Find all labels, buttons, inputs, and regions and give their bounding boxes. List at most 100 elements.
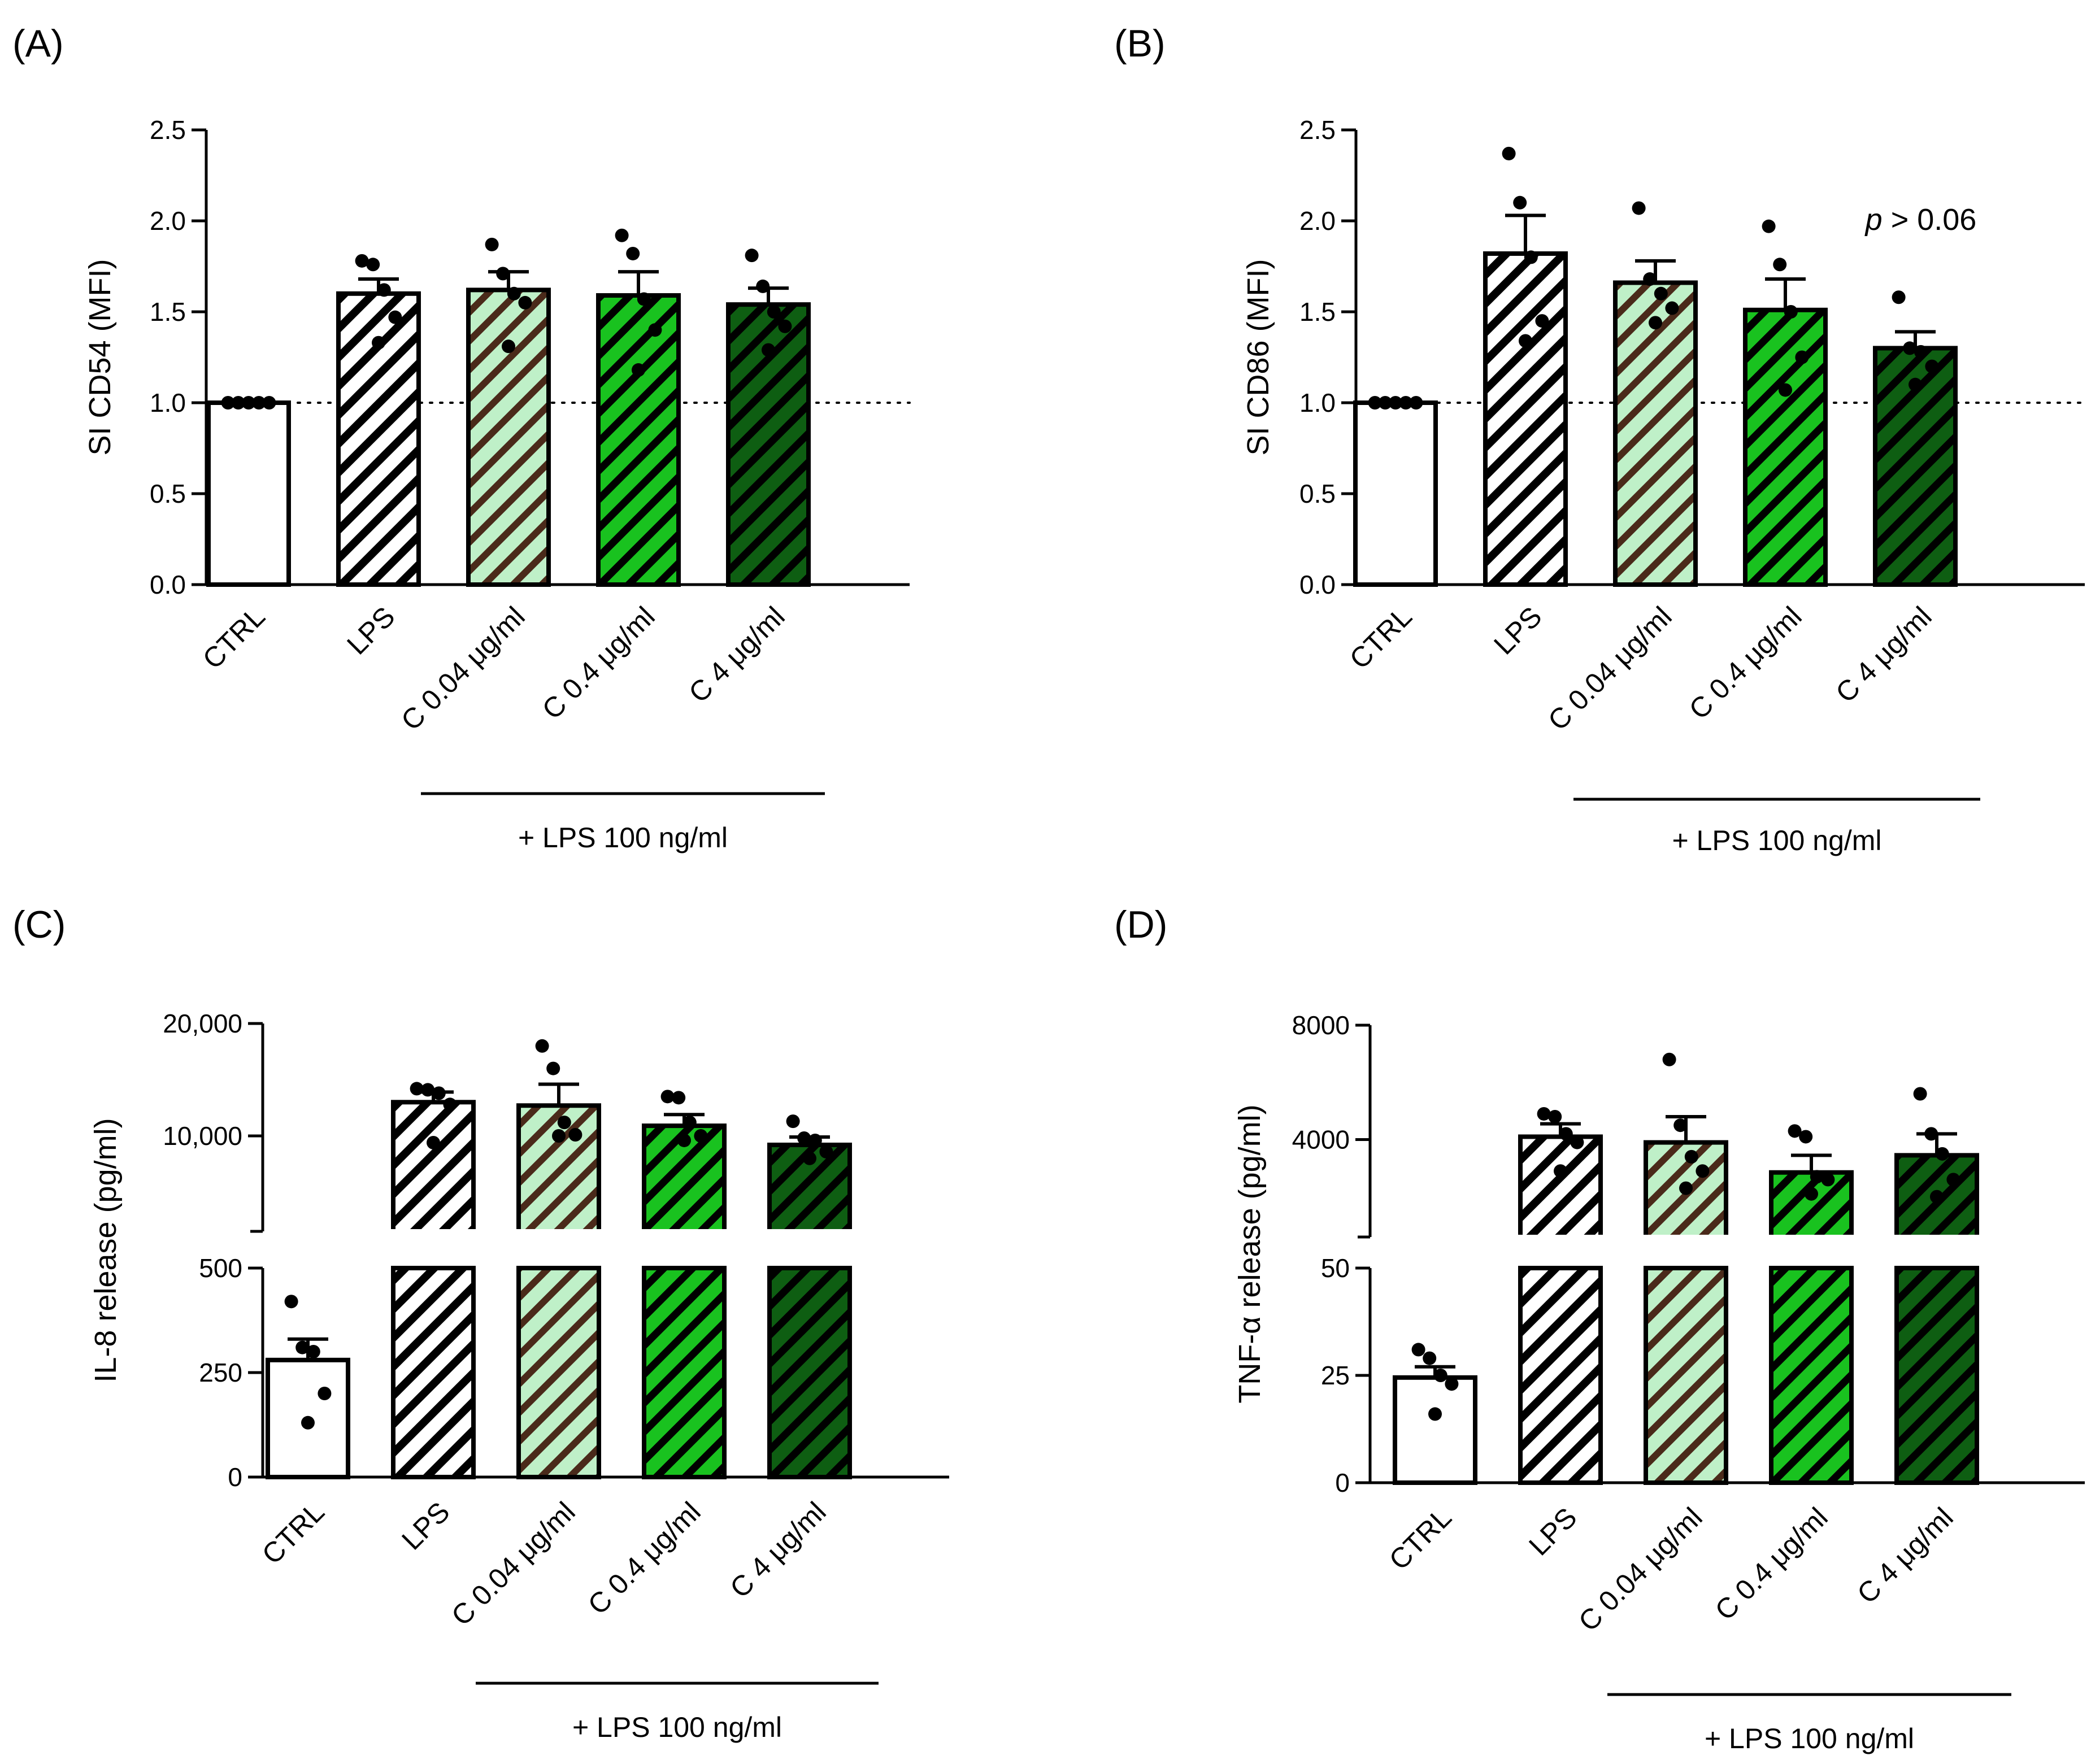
bar-lower-segment bbox=[1769, 1266, 1854, 1485]
bar bbox=[1613, 280, 1698, 587]
y-tick-label: 1.0 bbox=[150, 388, 186, 417]
data-point bbox=[262, 396, 276, 410]
data-point bbox=[1570, 1135, 1584, 1149]
bar-lower-segment bbox=[767, 1266, 852, 1479]
category-label: LPS bbox=[1523, 1501, 1583, 1561]
y-tick-label: 2.5 bbox=[150, 115, 186, 145]
data-point bbox=[778, 319, 792, 333]
data-point bbox=[1428, 1407, 1442, 1421]
data-point bbox=[1519, 334, 1532, 348]
data-point bbox=[1779, 383, 1792, 397]
data-point bbox=[1795, 350, 1809, 364]
data-point bbox=[786, 1114, 800, 1129]
y-tick-label: 50 bbox=[1321, 1253, 1350, 1283]
data-point bbox=[1654, 286, 1668, 300]
data-point bbox=[301, 1415, 315, 1430]
data-point bbox=[1892, 290, 1906, 304]
bar-lower-segment bbox=[1894, 1266, 1979, 1485]
bar-upper-segment bbox=[391, 1100, 476, 1234]
bar-lower-segment bbox=[642, 1266, 727, 1479]
y-tick-label: 0.0 bbox=[150, 570, 186, 599]
data-point bbox=[1810, 1170, 1824, 1184]
bar-break-cover bbox=[766, 1229, 853, 1235]
data-point bbox=[557, 1116, 571, 1130]
bar-break-cover bbox=[1768, 1235, 1855, 1240]
category-label: LPS bbox=[395, 1496, 455, 1556]
data-point bbox=[1643, 272, 1657, 286]
data-point bbox=[1535, 314, 1549, 328]
data-point bbox=[694, 1129, 708, 1143]
category-label: C 4 μg/ml bbox=[724, 1496, 832, 1604]
bar-break-cover bbox=[1893, 1235, 1980, 1240]
data-point bbox=[1946, 1173, 1960, 1187]
y-tick-label: 25 bbox=[1321, 1361, 1350, 1390]
data-point bbox=[1524, 250, 1538, 264]
category-label: CTRL bbox=[1383, 1501, 1458, 1576]
data-point bbox=[1554, 1164, 1567, 1178]
data-point bbox=[819, 1144, 833, 1158]
data-point bbox=[677, 1133, 691, 1147]
panel-d-label: (D) bbox=[1114, 903, 1167, 946]
data-point bbox=[518, 295, 532, 310]
bar-break-cover bbox=[515, 1229, 602, 1235]
data-point bbox=[1537, 1107, 1551, 1121]
data-point bbox=[1409, 396, 1423, 410]
panel-c-label: (C) bbox=[12, 903, 66, 946]
data-point bbox=[660, 1090, 675, 1104]
data-point bbox=[1502, 146, 1516, 160]
data-point bbox=[808, 1133, 822, 1147]
category-label: C 0.4 μg/ml bbox=[1683, 600, 1808, 725]
data-point bbox=[1903, 341, 1917, 355]
data-point bbox=[1684, 1149, 1698, 1164]
data-point bbox=[372, 336, 385, 350]
bar-break-cover bbox=[390, 1229, 477, 1235]
data-point bbox=[1799, 1130, 1813, 1144]
data-point bbox=[1513, 195, 1527, 210]
y-tick-label: 0.5 bbox=[1299, 479, 1336, 508]
data-point bbox=[546, 1061, 560, 1075]
data-point bbox=[1924, 1127, 1938, 1141]
y-tick-label: 1.5 bbox=[1299, 297, 1336, 326]
category-label: C 4 μg/ml bbox=[1851, 1501, 1959, 1610]
y-tick-label: 4000 bbox=[1292, 1125, 1350, 1155]
y-tick-label: 2.0 bbox=[1299, 206, 1336, 236]
data-point bbox=[762, 343, 775, 357]
category-label: LPS bbox=[1488, 600, 1547, 660]
data-point bbox=[421, 1083, 435, 1097]
data-point bbox=[1784, 305, 1798, 319]
category-label: C 0.04 μg/ml bbox=[1542, 600, 1678, 737]
data-point bbox=[1665, 301, 1679, 315]
data-point bbox=[485, 237, 499, 251]
bar-upper-segment bbox=[1518, 1134, 1603, 1239]
y-tick-label: 2.5 bbox=[1299, 115, 1336, 145]
data-point bbox=[410, 1082, 424, 1096]
bar-break-cover bbox=[641, 1229, 728, 1235]
data-point bbox=[432, 1086, 446, 1100]
y-tick-label: 1.5 bbox=[150, 297, 186, 326]
y-tick-label: 1.0 bbox=[1299, 388, 1336, 417]
data-point bbox=[552, 1129, 566, 1143]
bar bbox=[1393, 1375, 1477, 1486]
data-point bbox=[1548, 1110, 1562, 1123]
data-point bbox=[284, 1295, 298, 1309]
y-tick-label: 8000 bbox=[1292, 1011, 1350, 1040]
data-point bbox=[1805, 1187, 1818, 1201]
panel-a: (A) 0.0 0.5 1.0 1.5 2.0 2.5 SI CD54 (MFI) CTRL L… bbox=[12, 22, 911, 853]
data-point bbox=[1762, 219, 1776, 233]
category-label: C 0.4 μg/ml bbox=[1709, 1501, 1834, 1626]
data-point bbox=[682, 1116, 697, 1130]
data-point bbox=[1925, 359, 1939, 373]
data-point bbox=[443, 1097, 457, 1112]
p-value-annotation: p > 0.06 bbox=[1864, 203, 1977, 237]
data-point bbox=[632, 363, 645, 377]
data-point bbox=[1433, 1369, 1447, 1382]
data-point bbox=[1649, 316, 1662, 330]
data-point bbox=[1632, 201, 1646, 215]
data-point bbox=[615, 228, 629, 242]
group-label: + LPS 100 ng/ml bbox=[518, 822, 728, 853]
category-label: C 4 μg/ml bbox=[682, 600, 791, 709]
panel-d-plot: 0 25 50 4000 8000 TNF-α release (pg/ml) CTRL LP… bbox=[1233, 1011, 2085, 1754]
data-point bbox=[1909, 377, 1922, 391]
data-point bbox=[1378, 396, 1392, 410]
data-point bbox=[306, 1345, 320, 1358]
